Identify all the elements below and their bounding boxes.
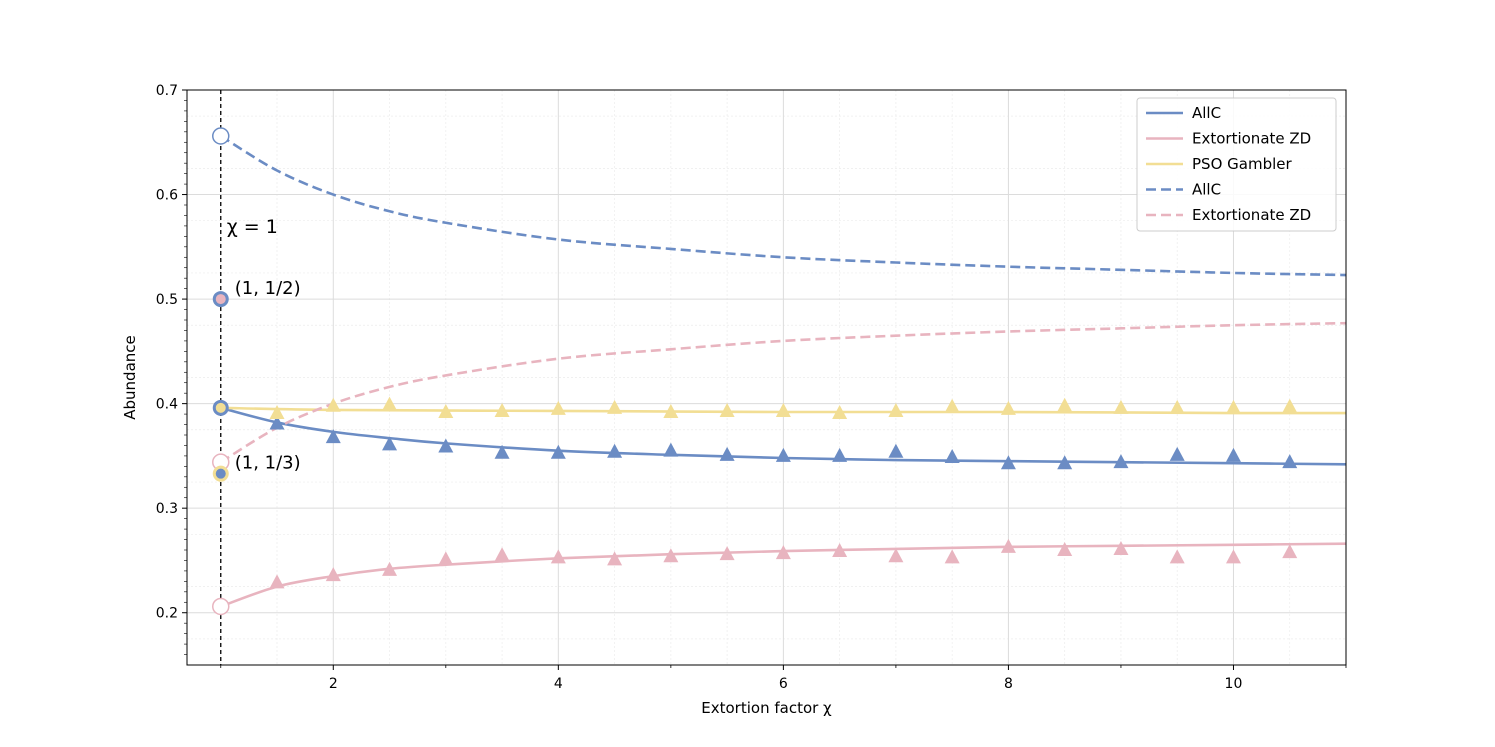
triangle-marker	[719, 402, 735, 417]
chi-one-point	[212, 597, 230, 616]
y-tick-label: 0.7	[156, 83, 178, 99]
triangle-marker	[438, 404, 454, 418]
x-axis-label: Extortion factor χ	[701, 699, 832, 717]
legend: AllC Extortionate ZD PSO Gambler AllC Extort…	[1136, 97, 1337, 232]
triangle-marker	[1225, 399, 1241, 414]
triangle-marker	[382, 436, 398, 451]
legend-label: PSO Gambler	[1192, 155, 1292, 173]
chi-one-point	[212, 399, 229, 416]
y-tick-label: 0.5	[156, 292, 178, 308]
series-line-1	[220, 542, 1347, 608]
legend-label: AllC	[1192, 104, 1221, 122]
triangle-marker	[1000, 538, 1016, 553]
x-tick-label: 4	[554, 676, 563, 692]
triangle-marker	[1057, 397, 1073, 412]
triangle-marker	[1282, 398, 1298, 413]
triangle-marker	[1000, 455, 1016, 470]
triangle-marker	[494, 547, 510, 562]
triangle-markers	[269, 396, 1298, 589]
plot-frame	[186, 89, 1347, 666]
triangle-marker	[832, 543, 848, 558]
y-axis-label: Abundance	[121, 335, 139, 420]
chi-one-point	[212, 127, 230, 145]
triangle-marker	[775, 402, 791, 417]
point-annotation: (1, 1/3)	[235, 453, 301, 474]
triangle-marker	[269, 405, 285, 420]
y-tick-label: 0.3	[156, 501, 178, 517]
x-tick-label: 2	[329, 676, 338, 692]
triangle-marker	[1113, 399, 1129, 414]
triangle-marker	[944, 549, 960, 564]
triangle-marker	[1000, 400, 1016, 415]
triangle-marker	[1113, 454, 1129, 469]
triangle-marker	[1169, 446, 1185, 461]
triangle-marker	[269, 574, 285, 589]
triangle-marker	[663, 548, 679, 563]
annotations: χ = 1 (1, 1/2) (1, 1/3)	[227, 216, 301, 473]
chi-one-point	[212, 465, 229, 482]
triangle-marker	[775, 545, 791, 560]
chi-one-label: χ = 1	[227, 216, 278, 238]
legend-label: Extortionate ZD	[1192, 206, 1311, 224]
triangle-marker	[1169, 399, 1185, 414]
legend-label: AllC	[1192, 181, 1221, 199]
triangle-marker	[325, 397, 341, 412]
triangle-marker	[269, 415, 285, 430]
triangle-marker	[888, 548, 904, 563]
x-tick-label: 8	[1004, 676, 1013, 692]
triangle-marker	[663, 442, 679, 457]
chi-one-point	[212, 291, 229, 308]
x-tick-label: 6	[779, 676, 788, 692]
triangle-marker	[550, 400, 566, 415]
triangle-marker	[944, 448, 960, 463]
triangle-marker	[1169, 549, 1185, 564]
triangle-marker	[382, 561, 398, 576]
y-tick-label: 0.6	[156, 188, 178, 204]
triangle-marker	[607, 443, 623, 458]
triangle-marker	[1057, 455, 1073, 470]
triangle-marker	[888, 402, 904, 417]
triangle-marker	[1113, 540, 1129, 555]
triangle-marker	[1282, 544, 1298, 559]
triangle-marker	[550, 444, 566, 459]
triangle-marker	[438, 551, 454, 566]
triangle-marker	[382, 396, 398, 411]
triangle-marker	[719, 546, 735, 561]
triangle-marker	[663, 404, 679, 418]
triangle-marker	[888, 443, 904, 458]
legend-box	[1136, 97, 1337, 232]
triangle-marker	[1057, 542, 1073, 556]
triangle-marker	[1225, 447, 1241, 462]
triangle-marker	[607, 399, 623, 414]
triangle-marker	[438, 438, 454, 453]
series-line-4	[220, 321, 1347, 464]
triangle-marker	[1282, 454, 1298, 469]
y-tick-label: 0.4	[156, 397, 178, 413]
x-tick-label: 10	[1225, 676, 1243, 692]
axes: 2 4 6 8 10 0.2 0.3 0.4 0.5 0.6 0.7	[156, 83, 1347, 692]
series-line-3	[220, 134, 1347, 277]
triangle-marker	[832, 405, 848, 420]
triangle-marker	[719, 446, 735, 461]
triangle-marker	[550, 549, 566, 564]
y-tick-label: 0.2	[156, 606, 178, 622]
point-annotation: (1, 1/2)	[235, 278, 301, 299]
triangle-marker	[494, 444, 510, 459]
triangle-marker	[832, 447, 848, 462]
triangle-marker	[775, 447, 791, 462]
triangle-marker	[325, 429, 341, 444]
triangle-marker	[494, 402, 510, 417]
triangle-marker	[325, 567, 341, 582]
triangle-marker	[607, 551, 623, 566]
triangle-marker	[1225, 549, 1241, 564]
legend-label: Extortionate ZD	[1192, 130, 1311, 148]
triangle-marker	[944, 398, 960, 413]
chi-one-points	[212, 127, 230, 616]
